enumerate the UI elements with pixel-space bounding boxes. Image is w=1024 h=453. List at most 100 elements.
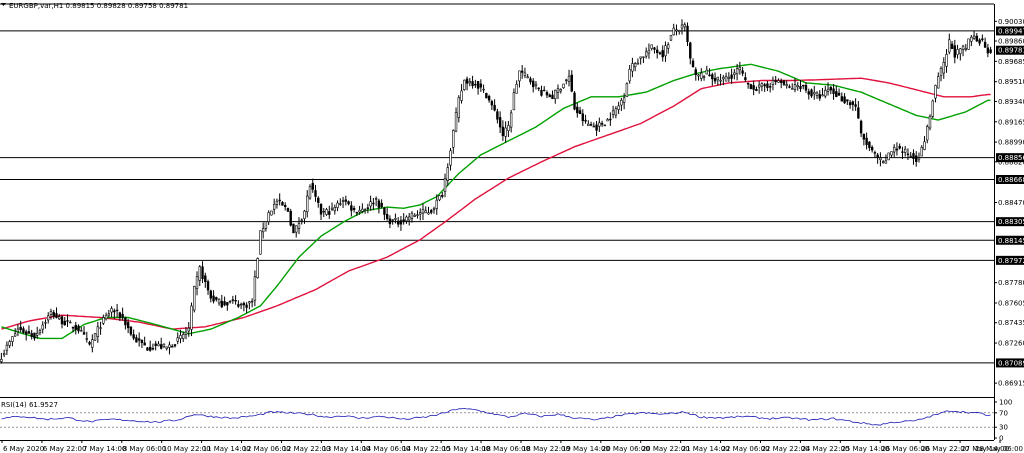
candle-body bbox=[394, 218, 397, 220]
candle-body bbox=[471, 81, 474, 86]
candle-body bbox=[281, 201, 284, 206]
candle-body bbox=[267, 212, 270, 222]
candle-body bbox=[496, 111, 499, 120]
candle-body bbox=[595, 124, 598, 131]
ma-fast-line bbox=[1, 63, 991, 340]
candle-body bbox=[385, 214, 389, 219]
candle-body bbox=[421, 208, 425, 214]
candle-body bbox=[515, 83, 518, 94]
candle-body bbox=[609, 118, 612, 121]
candle-body bbox=[868, 141, 871, 148]
candle-body bbox=[948, 39, 951, 53]
candle-body bbox=[190, 305, 193, 330]
candle-body bbox=[567, 75, 571, 82]
candle-body bbox=[576, 106, 579, 114]
candle-body bbox=[534, 83, 538, 86]
candle-body bbox=[322, 210, 325, 213]
price-tick-label: 0.89685 bbox=[998, 58, 1024, 66]
candle-body bbox=[920, 147, 923, 157]
candle-body bbox=[350, 205, 353, 211]
candle-body bbox=[851, 101, 855, 105]
candle-body bbox=[939, 67, 943, 77]
candle-body bbox=[631, 63, 634, 72]
candle-body bbox=[653, 47, 656, 50]
candle-body bbox=[154, 343, 157, 346]
candle-body bbox=[520, 70, 524, 73]
level-price-tag bbox=[996, 358, 1024, 368]
candle-body bbox=[160, 344, 163, 349]
candle-body bbox=[931, 100, 934, 117]
candle-body bbox=[589, 124, 593, 126]
candle-body bbox=[115, 309, 119, 312]
candle-body bbox=[854, 104, 857, 107]
time-tick-label: 14 May 06:00 bbox=[362, 445, 410, 453]
candle-body bbox=[724, 76, 728, 82]
candle-body bbox=[810, 89, 813, 97]
level-price-label: 0.88856 bbox=[998, 154, 1024, 162]
candle-body bbox=[124, 317, 127, 326]
candle-body bbox=[372, 202, 375, 205]
candle-body bbox=[11, 336, 14, 342]
candle-body bbox=[118, 312, 122, 318]
candle-body bbox=[846, 99, 849, 102]
candle-body bbox=[93, 333, 97, 341]
candle-body bbox=[981, 38, 984, 41]
candle-body bbox=[419, 212, 422, 215]
candle-body bbox=[785, 84, 788, 86]
candle-body bbox=[848, 102, 852, 106]
candle-body bbox=[633, 63, 637, 68]
candle-body bbox=[347, 201, 350, 205]
candle-body bbox=[498, 117, 502, 128]
candle-body bbox=[791, 88, 794, 90]
candle-body bbox=[683, 24, 686, 28]
candle-body bbox=[223, 301, 226, 306]
candle-body bbox=[802, 84, 805, 87]
current-price-tag bbox=[996, 45, 1024, 55]
candle-body bbox=[146, 347, 149, 351]
candle-body bbox=[41, 324, 44, 330]
candle-body bbox=[531, 80, 535, 88]
rsi-tick-label: 30 bbox=[999, 424, 1008, 432]
candle-body bbox=[749, 84, 753, 90]
candle-body bbox=[234, 299, 237, 302]
candle-body bbox=[47, 315, 50, 321]
candle-body bbox=[217, 298, 221, 304]
candle-body bbox=[873, 152, 877, 154]
rsi-tick-label: 70 bbox=[999, 409, 1008, 417]
candle-body bbox=[165, 346, 168, 349]
time-tick-label: 20 May 06:00 bbox=[602, 445, 650, 453]
candle-body bbox=[184, 331, 188, 335]
candle-body bbox=[669, 34, 673, 41]
candle-body bbox=[44, 322, 47, 324]
candle-body bbox=[13, 333, 17, 337]
candle-body bbox=[757, 84, 761, 88]
candle-body bbox=[275, 200, 279, 205]
candle-body bbox=[399, 220, 403, 225]
candle-body bbox=[325, 209, 328, 215]
candle-body bbox=[383, 207, 386, 215]
candle-body bbox=[584, 119, 587, 122]
candle-body bbox=[964, 48, 968, 50]
candle-body bbox=[248, 301, 251, 304]
candle-body bbox=[620, 99, 623, 106]
candle-body bbox=[427, 212, 430, 215]
price-tick-label: 0.86915 bbox=[998, 380, 1024, 388]
candle-body bbox=[201, 266, 204, 280]
candle-body bbox=[344, 199, 348, 202]
candle-body bbox=[592, 125, 596, 128]
candle-body bbox=[283, 205, 287, 208]
candle-body bbox=[551, 94, 554, 100]
candle-body bbox=[716, 76, 720, 81]
candle-body bbox=[413, 214, 416, 217]
candle-body bbox=[700, 72, 703, 79]
candle-body bbox=[686, 25, 689, 42]
candle-body bbox=[702, 76, 706, 78]
candle-body bbox=[446, 167, 449, 181]
candle-body bbox=[978, 39, 981, 44]
time-tick-label: 12 May 22:00 bbox=[282, 445, 330, 453]
candle-body bbox=[760, 83, 764, 87]
candle-body bbox=[614, 108, 618, 116]
rsi-panel: 100 70 30 0 bbox=[0, 399, 1012, 443]
